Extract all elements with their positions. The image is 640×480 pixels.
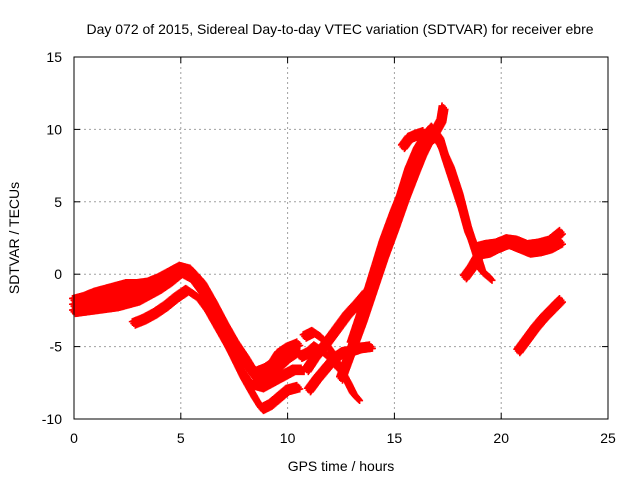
series-track-j (346, 122, 567, 350)
data-points (69, 102, 567, 415)
series-track-d (128, 284, 308, 393)
data-point (293, 338, 301, 346)
chart-title: Day 072 of 2015, Sidereal Day-to-day VTE… (86, 21, 593, 37)
data-point (296, 342, 304, 350)
